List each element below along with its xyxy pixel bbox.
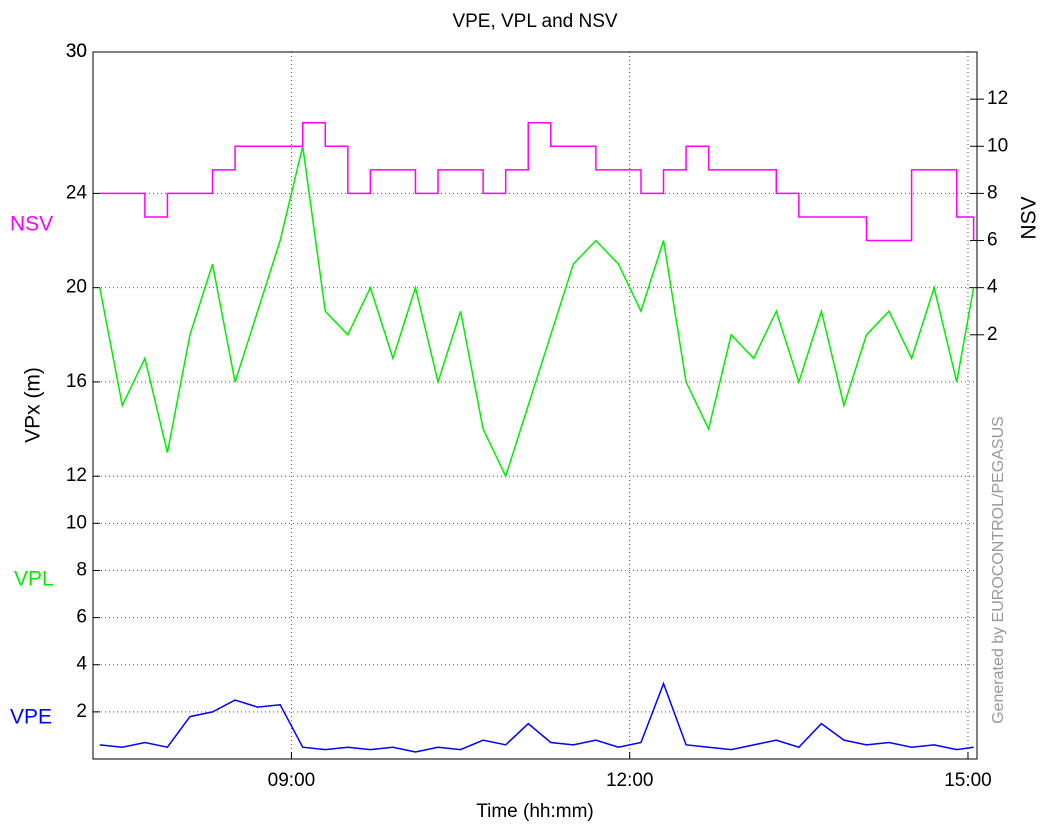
chart-title: VPE, VPL and NSV bbox=[452, 11, 617, 32]
series-line bbox=[99, 681, 974, 753]
y2-tick-label: 12 bbox=[987, 88, 1008, 109]
plot-frame bbox=[92, 51, 978, 760]
x-tick-label: 15:00 bbox=[944, 770, 992, 791]
y-tick-label: 20 bbox=[66, 277, 87, 298]
watermark: Generated by EUROCONTROL/PEGASUS bbox=[990, 416, 1007, 724]
y-tick-label: 12 bbox=[66, 465, 87, 486]
y2-tick-label: 10 bbox=[987, 135, 1008, 156]
x-axis-label: Time (hh:mm) bbox=[476, 801, 594, 822]
series-line bbox=[99, 146, 975, 479]
vpl-label: VPL bbox=[14, 568, 54, 591]
y2-axis-label: NSV bbox=[1018, 196, 1041, 239]
y-tick-label: 8 bbox=[76, 559, 87, 580]
y-tick-label: 16 bbox=[66, 371, 87, 392]
y-tick-label: 24 bbox=[66, 182, 88, 203]
y-tick-label: 30 bbox=[66, 41, 87, 62]
y-tick-label: 10 bbox=[66, 512, 87, 533]
y2-tick-label: 8 bbox=[987, 182, 998, 203]
y-tick-label: 6 bbox=[76, 607, 87, 628]
series-line bbox=[99, 121, 975, 242]
y-tick-label: 30 bbox=[66, 41, 87, 62]
y2-tick-label: 6 bbox=[987, 230, 998, 251]
y2-tick-label: 4 bbox=[987, 277, 998, 298]
vpe-label: VPE bbox=[10, 706, 52, 729]
x-tick-label: 09:00 bbox=[268, 770, 316, 791]
y-axis-label: VPx (m) bbox=[22, 367, 45, 443]
y-tick-label: 2 bbox=[76, 701, 87, 722]
x-tick-label: 12:00 bbox=[606, 770, 654, 791]
y-tick-label: 4 bbox=[76, 654, 87, 675]
nsv-label: NSV bbox=[10, 213, 53, 236]
y2-tick-label: 2 bbox=[987, 324, 998, 345]
